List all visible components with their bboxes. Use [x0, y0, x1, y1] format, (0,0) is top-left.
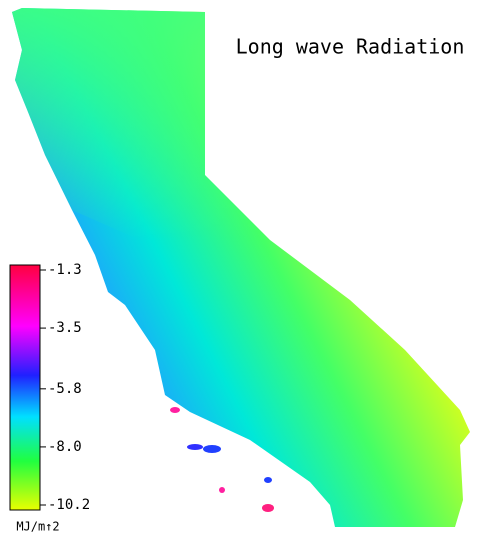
colorbar-tick-label: -1.3 [48, 262, 82, 278]
colorbar-tick-label: -10.2 [48, 497, 90, 513]
island [170, 407, 180, 413]
colorbar-unit: MJ/m↑2 [16, 520, 59, 534]
california-map [12, 8, 470, 527]
colorbar-tick-label: -3.5 [48, 320, 82, 336]
north-tint [12, 8, 270, 240]
island [219, 487, 225, 493]
island [203, 445, 221, 453]
colorbar [9, 264, 41, 511]
map-title: Long wave Radiation [236, 35, 465, 59]
colorbar-tick-label: -8.0 [48, 439, 82, 455]
island [264, 477, 272, 483]
island [187, 444, 203, 450]
island [262, 504, 274, 512]
colorbar-tick-label: -5.8 [48, 381, 82, 397]
